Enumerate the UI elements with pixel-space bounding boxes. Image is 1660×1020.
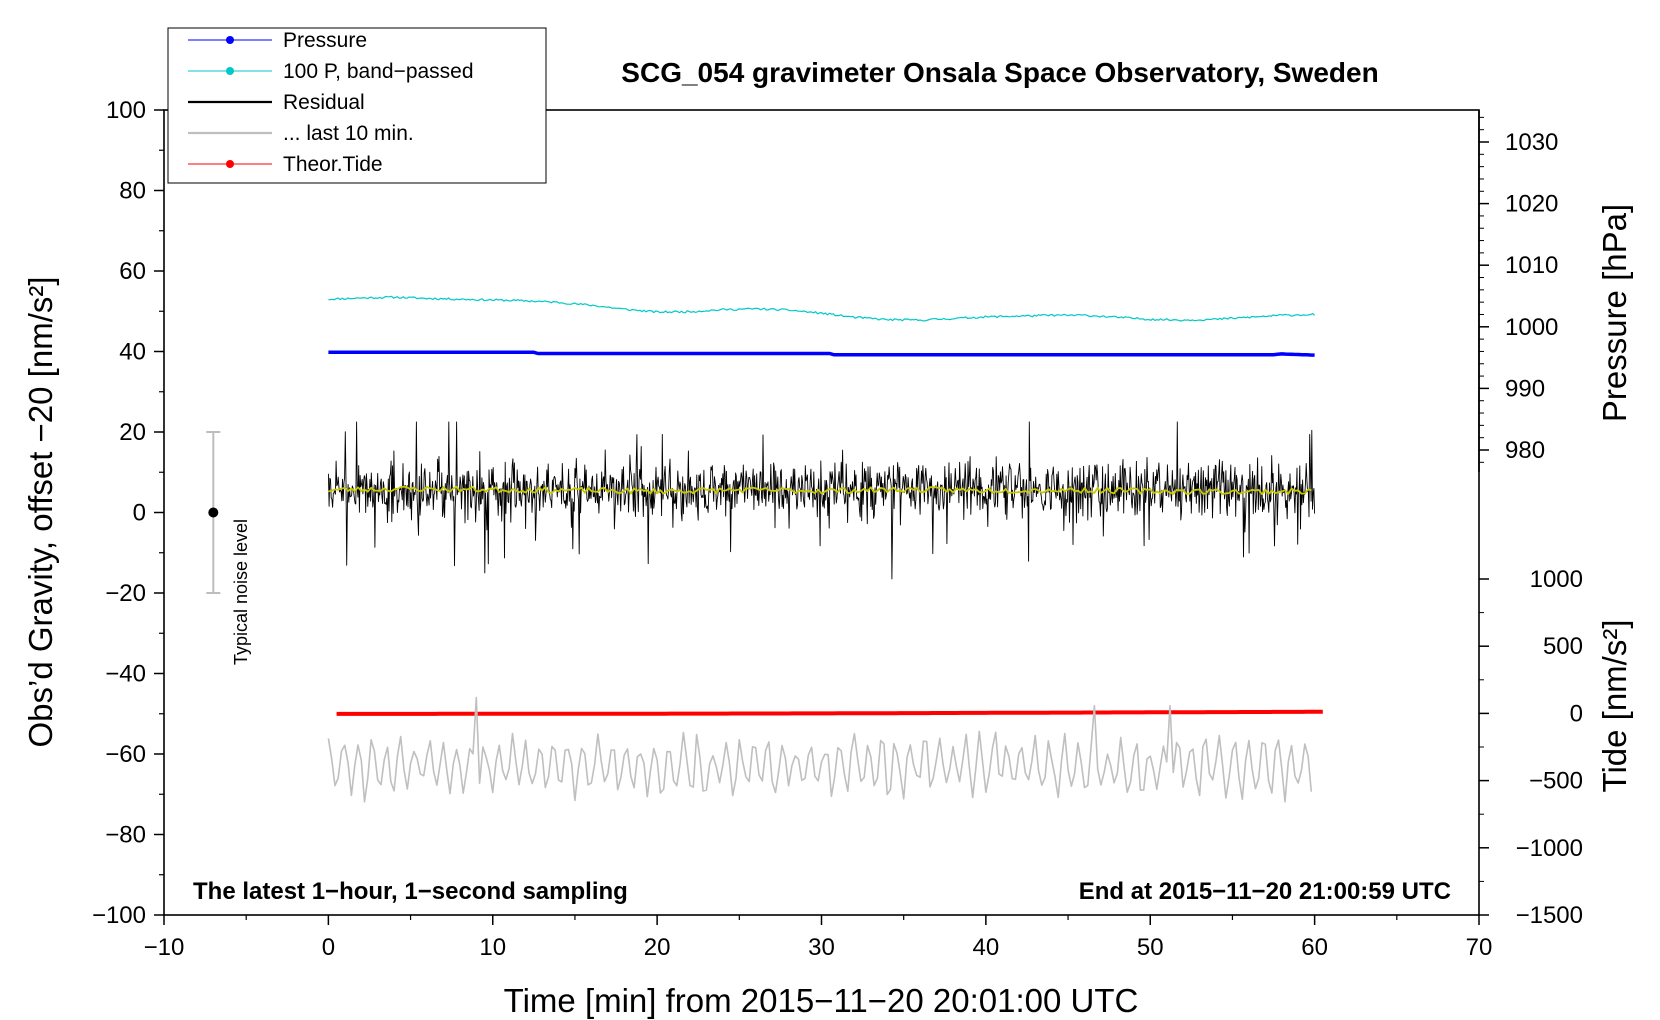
- tide-tick-label: 500: [1543, 633, 1583, 660]
- legend-box: [167, 27, 547, 184]
- chart-title: SCG_054 gravimeter Onsala Space Observat…: [621, 57, 1378, 88]
- pressure-tick-label: 1020: [1505, 191, 1558, 218]
- band-passed-pressure-line: [328, 295, 1316, 322]
- tide-tick-label: 1000: [1530, 566, 1583, 593]
- x-tick-label: 60: [1301, 934, 1328, 961]
- band-passed-pressure-series: [328, 295, 1316, 322]
- residual-line: [327, 421, 1316, 580]
- tide-axis-ticks: −1500 −1000 −500 0 500 1000: [1479, 566, 1583, 929]
- pressure-series: [328, 350, 1315, 357]
- left-tick-label: −80: [105, 822, 146, 849]
- noise-level-bar: [206, 431, 221, 594]
- pressure-tick-label: 1010: [1505, 252, 1558, 279]
- x-tick-label: 10: [479, 934, 506, 961]
- left-tick-label: 60: [119, 258, 146, 285]
- x-tick-label: 30: [808, 934, 835, 961]
- pressure-tick-label: 990: [1505, 375, 1545, 402]
- pressure-axis-ticks: 980 990 1000 1010 1020 1030: [1478, 110, 1558, 472]
- legend-label: Pressure: [283, 29, 367, 52]
- legend-swatch-marker: [226, 67, 234, 75]
- tide-tick-label: −1500: [1516, 902, 1583, 929]
- left-axis-title: Obs’d Gravity, offset −20 [nm/s²]: [22, 276, 59, 747]
- x-axis-title: Time [min] from 2015−11−20 20:01:00 UTC: [504, 982, 1139, 1019]
- pressure-tick-label: 1000: [1505, 314, 1558, 341]
- pressure-tick-label: 980: [1505, 437, 1545, 464]
- legend-label: ... last 10 min.: [283, 122, 414, 145]
- residual-smoothed-series: [328, 485, 1312, 496]
- legend: Pressure 100 P, band−passed Residual ... la…: [167, 27, 547, 184]
- noise-level-label: Typical noise level: [231, 519, 251, 665]
- left-tick-label: 40: [119, 339, 146, 366]
- noise-bar-center: [208, 507, 219, 518]
- left-tick-label: −60: [105, 741, 146, 768]
- x-tick-label: 40: [973, 934, 1000, 961]
- x-tick-label: −10: [144, 934, 185, 961]
- left-tick-label: 80: [119, 178, 146, 205]
- tide-axis-title: Tide [nm/s²]: [1596, 620, 1633, 793]
- left-tick-label: 100: [106, 97, 146, 124]
- left-tick-label: −40: [105, 661, 146, 688]
- left-axis-ticks: −100 −80 −60 −40 −20 0 20 40 60 80 100: [92, 97, 164, 929]
- last-10-min-line: [327, 696, 1313, 803]
- tide-tick-label: 0: [1570, 700, 1583, 727]
- tide-tick-label: −500: [1529, 768, 1583, 795]
- residual-smoothed-line: [328, 485, 1312, 496]
- residual-series: [327, 421, 1316, 580]
- last-10-min-series: [327, 696, 1313, 803]
- note-right: End at 2015−11−20 21:00:59 UTC: [1079, 878, 1451, 905]
- left-tick-label: −20: [105, 580, 146, 607]
- left-tick-label: 0: [133, 500, 146, 527]
- tide-tick-label: −1000: [1516, 835, 1583, 862]
- x-tick-label: 50: [1137, 934, 1164, 961]
- theoretical-tide-line: [336, 709, 1323, 716]
- legend-label: 100 P, band−passed: [283, 60, 474, 83]
- x-tick-label: 0: [322, 934, 335, 961]
- pressure-tick-label: 1030: [1505, 129, 1558, 156]
- legend-swatch-marker: [226, 160, 234, 168]
- theoretical-tide-series: [336, 709, 1323, 716]
- note-left: The latest 1−hour, 1−second sampling: [193, 878, 628, 905]
- x-tick-label: 20: [644, 934, 671, 961]
- pressure-line: [328, 350, 1315, 357]
- plot-frame: [163, 109, 1480, 916]
- x-tick-label: 70: [1466, 934, 1493, 961]
- legend-label: Residual: [283, 91, 365, 114]
- left-tick-label: −100: [92, 902, 146, 929]
- pressure-axis-title: Pressure [hPa]: [1596, 204, 1633, 422]
- legend-swatch-marker: [226, 36, 234, 44]
- legend-label: Theor.Tide: [283, 153, 383, 176]
- x-axis-ticks: −10 0 10 20 30 40 50 60 70: [144, 915, 1493, 961]
- left-tick-label: 20: [119, 419, 146, 446]
